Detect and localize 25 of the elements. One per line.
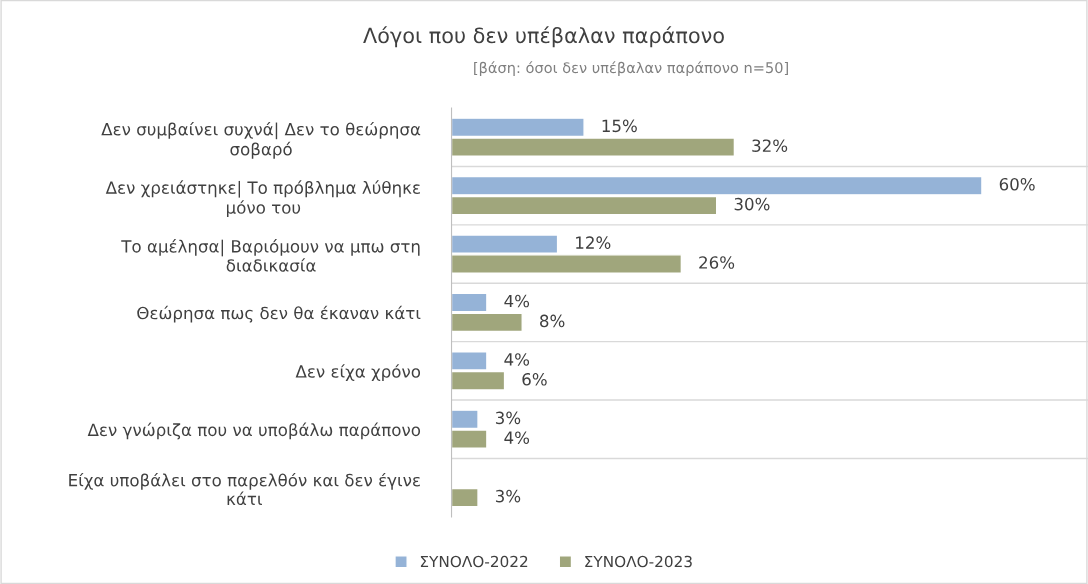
y-tick-label: Το αμέλησα| Βαριόμουν να μπω στη διαδικασία [121,239,420,272]
y-tick-label: Είχα υποβάλει στο παρελθόν και δεν έγινε κάτι [69,472,420,506]
chart-subtitle: [βάση: όσοι δεν υπέβαλαν παράπονο n=50] [474,61,788,77]
legend-label: ΣΥΝΟΛΟ-2022 [420,555,528,568]
data-label: 30% [734,197,770,211]
data-label: 60% [999,177,1035,191]
data-label: 12% [576,236,611,249]
chart-title: Λόγοι που δεν υπέβαλαν παράπονο [363,26,724,48]
y-tick-label: Δεν συμβαίνει συχνά| Δεν το θεώρησα σοβαρό [101,121,421,159]
data-label: 4% [504,431,530,444]
y-tick-label: Δεν γνώριζα που να υποβάλω παράπονο [87,422,421,440]
data-label: 32% [752,139,788,152]
y-tick-label: Δεν χρειάστηκε| Το πρόβλημα λύθηκε μόνο του [105,180,420,218]
data-label: 3% [495,489,521,503]
data-label: 15% [602,119,637,133]
data-label: 8% [540,314,565,328]
data-label: 3% [495,411,521,425]
legend-label: ΣΥΝΟΛΟ-2023 [585,555,692,568]
data-label: 26% [699,256,735,269]
y-tick-label: Δεν είχα χρόνο [295,364,421,381]
data-label: 6% [522,373,547,386]
data-label: 4% [504,353,530,366]
y-tick-label: Θεώρησα πως δεν θα έκαναν κάτι [137,305,421,323]
data-label: 4% [504,294,530,308]
bar [451,487,479,508]
